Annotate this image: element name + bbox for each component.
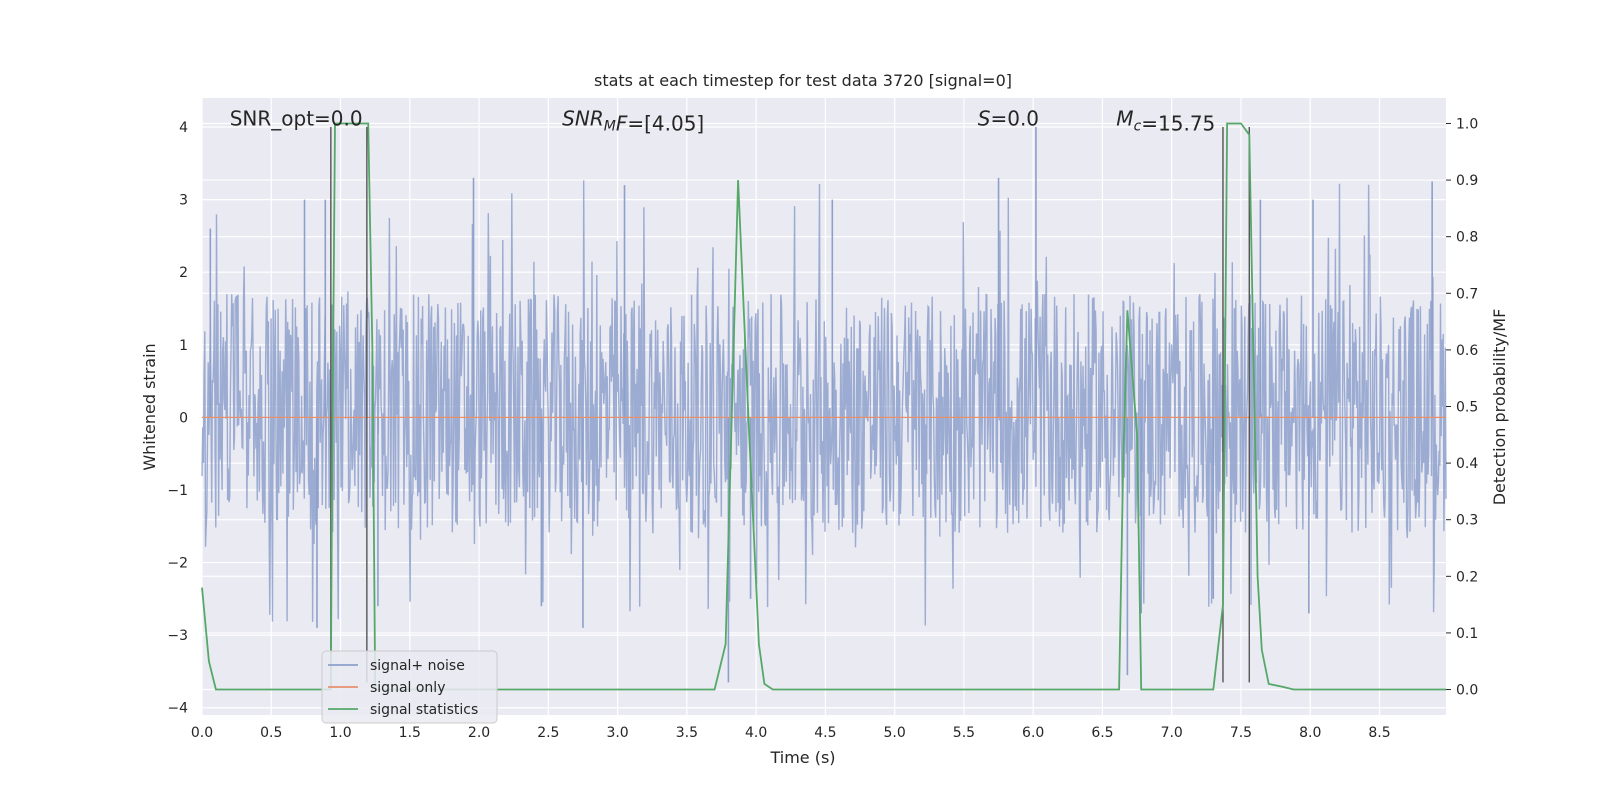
legend-label: signal only — [370, 680, 445, 696]
x-axis-label: Time (s) — [769, 748, 835, 767]
x-tick-label: 0.5 — [260, 725, 282, 741]
x-tick-label: 2.0 — [468, 725, 490, 741]
y-tick-label-right: 0.6 — [1456, 343, 1478, 359]
annotation-text: SNR_opt=0.0 — [230, 106, 363, 130]
x-tick-label: 2.5 — [537, 725, 559, 741]
x-tick-label: 5.0 — [884, 725, 906, 741]
y-tick-label-right: 0.4 — [1456, 456, 1478, 472]
y-tick-label-left: −2 — [167, 556, 188, 572]
x-tick-label: 6.5 — [1091, 725, 1113, 741]
x-tick-label: 7.5 — [1230, 725, 1252, 741]
legend-box — [321, 650, 498, 724]
annotation-part: F — [616, 111, 628, 135]
annotation-text: S=0.0 — [978, 106, 1039, 130]
y-tick-label-left: −3 — [167, 628, 188, 644]
y-tick-label-right: 0.3 — [1456, 513, 1478, 529]
series-signal-statistics-line — [201, 122, 1446, 691]
x-tick-label: 3.5 — [676, 725, 698, 741]
y-tick-label-left: −4 — [167, 701, 188, 717]
y-axis-label-right: Detection probability/MF — [1490, 309, 1509, 506]
annotation-part: M — [1116, 106, 1133, 130]
y-tick-label-right: 0.9 — [1456, 173, 1478, 189]
x-tick-label: 3.0 — [606, 725, 628, 741]
x-tick-label: 6.0 — [1022, 725, 1044, 741]
x-tick-label: 1.0 — [329, 725, 351, 741]
series-signal-noise-line — [201, 180, 1447, 626]
y-tick-label-right: 0.7 — [1456, 286, 1478, 302]
y-tick-label-left: 2 — [179, 265, 188, 281]
y-tick-label-right: 0.0 — [1456, 683, 1478, 699]
x-tick-label: 1.5 — [399, 725, 421, 741]
y-tick-label-right: 0.2 — [1456, 569, 1478, 585]
x-tick-label: 8.5 — [1368, 725, 1390, 741]
y-tick-label-right: 0.1 — [1456, 626, 1478, 642]
annotation-part: c — [1134, 118, 1142, 134]
annotation-part: =[4.05] — [627, 111, 704, 135]
annotation-part: SNR — [562, 106, 604, 130]
y-tick-label-left: 1 — [179, 338, 188, 354]
series-layer — [201, 122, 1447, 691]
annotations: SNR_opt=0.0 SNRMF=[4.05] S=0.0 Mc=15.75 — [230, 106, 1216, 135]
y-tick-label-right: 1.0 — [1456, 116, 1478, 132]
y-tick-label-left: 4 — [179, 120, 188, 136]
legend: signal+ noise signal only signal statistic… — [321, 650, 498, 724]
x-tick-label: 4.0 — [745, 725, 767, 741]
annotation-part: =0.0 — [990, 106, 1039, 130]
x-tick-label: 4.5 — [814, 725, 836, 741]
y-tick-label-right: 0.5 — [1456, 400, 1478, 416]
annotation-text: Mc=15.75 — [1116, 106, 1215, 135]
y-tick-label-left: 3 — [179, 193, 188, 209]
x-tick-label: 7.0 — [1161, 725, 1183, 741]
y-tick-label-left: 0 — [179, 410, 188, 426]
annotation-part: SNR_opt=0.0 — [230, 106, 363, 130]
tick-labels: 0.0 0.5 1.0 1.5 2.0 2.5 3.0 3.5 4.0 4.5 5.0 5.5 6.0 6… — [167, 116, 1478, 741]
y-axis-label-left: Whitened strain — [140, 343, 159, 470]
chart-title: stats at each timestep for test data 372… — [594, 71, 1012, 90]
x-tick-label: 8.0 — [1299, 725, 1321, 741]
annotation-part: M — [604, 118, 616, 134]
annotation-part: S — [978, 106, 991, 130]
y-tick-label-right: 0.8 — [1456, 230, 1478, 246]
y-tick-label-left: −1 — [167, 483, 188, 499]
annotation-text: SNRMF=[4.05] — [562, 106, 704, 135]
x-tick-label: 0.0 — [191, 725, 213, 741]
legend-label: signal statistics — [370, 702, 478, 718]
legend-label: signal+ noise — [370, 658, 465, 674]
x-tick-label: 5.5 — [953, 725, 975, 741]
annotation-part: =15.75 — [1141, 111, 1215, 135]
